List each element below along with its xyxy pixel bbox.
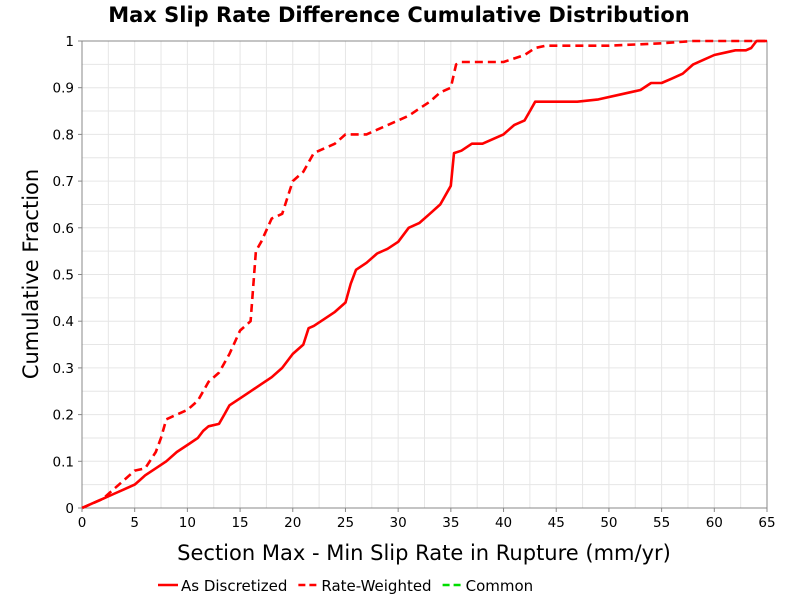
x-tick-label: 10 <box>179 515 196 531</box>
y-tick-label: 0.6 <box>53 221 74 237</box>
grid <box>81 40 768 509</box>
x-tick-label: 35 <box>442 515 459 531</box>
legend: As Discretized Rate-Weighted Common <box>158 577 533 595</box>
x-tick-label: 60 <box>706 515 723 531</box>
y-tick-label: 1 <box>65 34 74 50</box>
x-tick-label: 0 <box>78 515 87 531</box>
y-tick-label: 0.9 <box>53 81 74 97</box>
y-tick-label: 0.1 <box>53 454 74 470</box>
x-tick-label: 40 <box>495 515 512 531</box>
y-tick-label: 0.5 <box>53 268 74 284</box>
x-tick-label: 45 <box>548 515 565 531</box>
y-tick-label: 0.8 <box>53 127 74 143</box>
chart-title: Max Slip Rate Difference Cumulative Dist… <box>108 3 690 27</box>
y-tick-label: 0.4 <box>53 314 74 330</box>
y-axis: 0 0.1 0.2 0.3 0.4 0.5 0.6 0.7 0.8 0.9 1 <box>53 34 82 517</box>
series-layer <box>81 39 767 510</box>
y-tick-label: 0.7 <box>53 174 74 190</box>
x-axis: 0 5 10 15 20 25 30 35 40 45 50 55 60 65 <box>78 508 776 531</box>
x-tick-label: 20 <box>284 515 301 531</box>
x-tick-label: 25 <box>337 515 354 531</box>
x-tick-label: 55 <box>653 515 670 531</box>
y-tick-label: 0 <box>65 501 74 517</box>
x-axis-label: Section Max - Min Slip Rate in Rupture (… <box>177 541 671 565</box>
x-tick-label: 50 <box>600 515 617 531</box>
x-tick-label: 65 <box>758 515 775 531</box>
y-tick-label: 0.2 <box>53 408 74 424</box>
legend-label: As Discretized <box>181 577 287 595</box>
x-tick-label: 5 <box>130 515 139 531</box>
y-tick-label: 0.3 <box>53 361 74 377</box>
x-tick-label: 15 <box>231 515 248 531</box>
y-axis-label: Cumulative Fraction <box>19 169 43 379</box>
series-line-as-discretized <box>81 39 767 510</box>
legend-label: Common <box>466 577 534 595</box>
x-tick-label: 30 <box>390 515 407 531</box>
series-line-rate-weighted <box>81 39 767 510</box>
legend-label: Rate-Weighted <box>321 577 431 595</box>
